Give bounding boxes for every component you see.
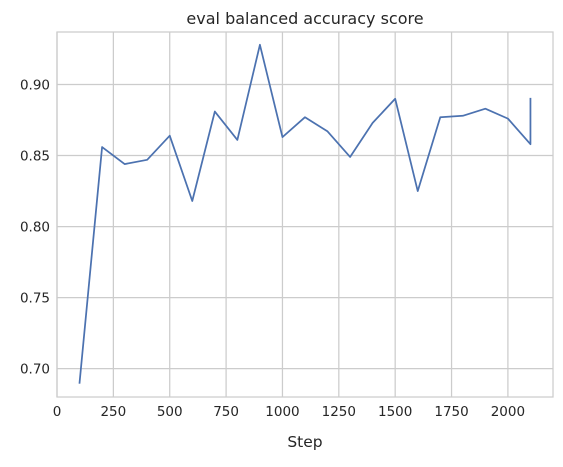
x-axis-label: Step — [287, 433, 322, 451]
x-tick-label: 0 — [53, 404, 62, 420]
x-tick-label: 1500 — [378, 404, 412, 420]
x-tick-label: 500 — [157, 404, 183, 420]
y-tick-label: 0.90 — [20, 78, 50, 94]
y-tick-label: 0.80 — [20, 220, 50, 236]
x-tick-label: 250 — [100, 404, 126, 420]
y-tick-label: 0.70 — [20, 362, 50, 378]
x-tick-label: 2000 — [491, 404, 525, 420]
x-tick-label: 750 — [213, 404, 239, 420]
chart-title: eval balanced accuracy score — [186, 9, 423, 28]
y-tick-label: 0.85 — [20, 149, 50, 165]
x-tick-label: 1750 — [434, 404, 468, 420]
y-tick-label: 0.75 — [20, 291, 50, 307]
x-tick-label: 1250 — [322, 404, 356, 420]
x-tick-label: 1000 — [265, 404, 299, 420]
